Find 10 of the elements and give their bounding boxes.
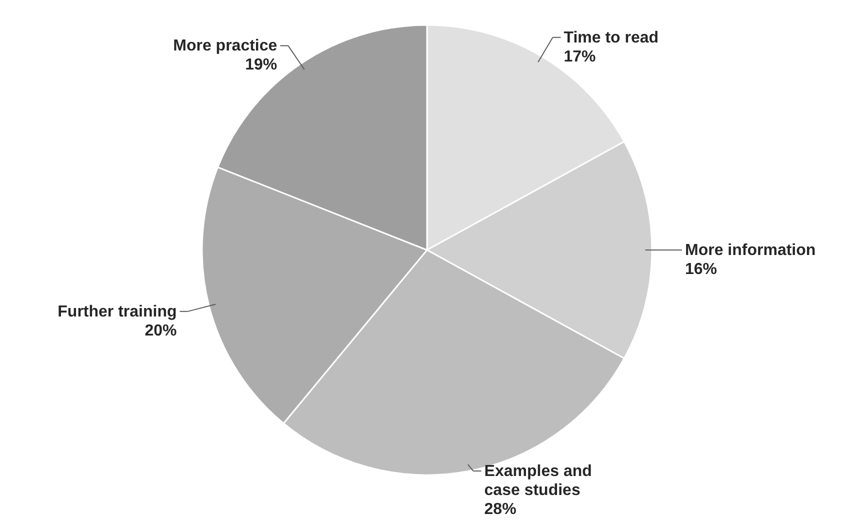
slice-label: Examples and case studies xyxy=(484,463,592,499)
slice-label: Further training xyxy=(58,303,177,320)
data-label: 19% xyxy=(245,56,278,74)
slice-label: More practice xyxy=(173,38,278,55)
slice-label: More information xyxy=(685,242,816,259)
data-label: 20% xyxy=(144,322,177,340)
slice-label: Time to read xyxy=(564,29,659,46)
data-label: 28% xyxy=(484,501,516,518)
data-label: 17% xyxy=(564,48,596,66)
data-label: 16% xyxy=(685,261,718,278)
